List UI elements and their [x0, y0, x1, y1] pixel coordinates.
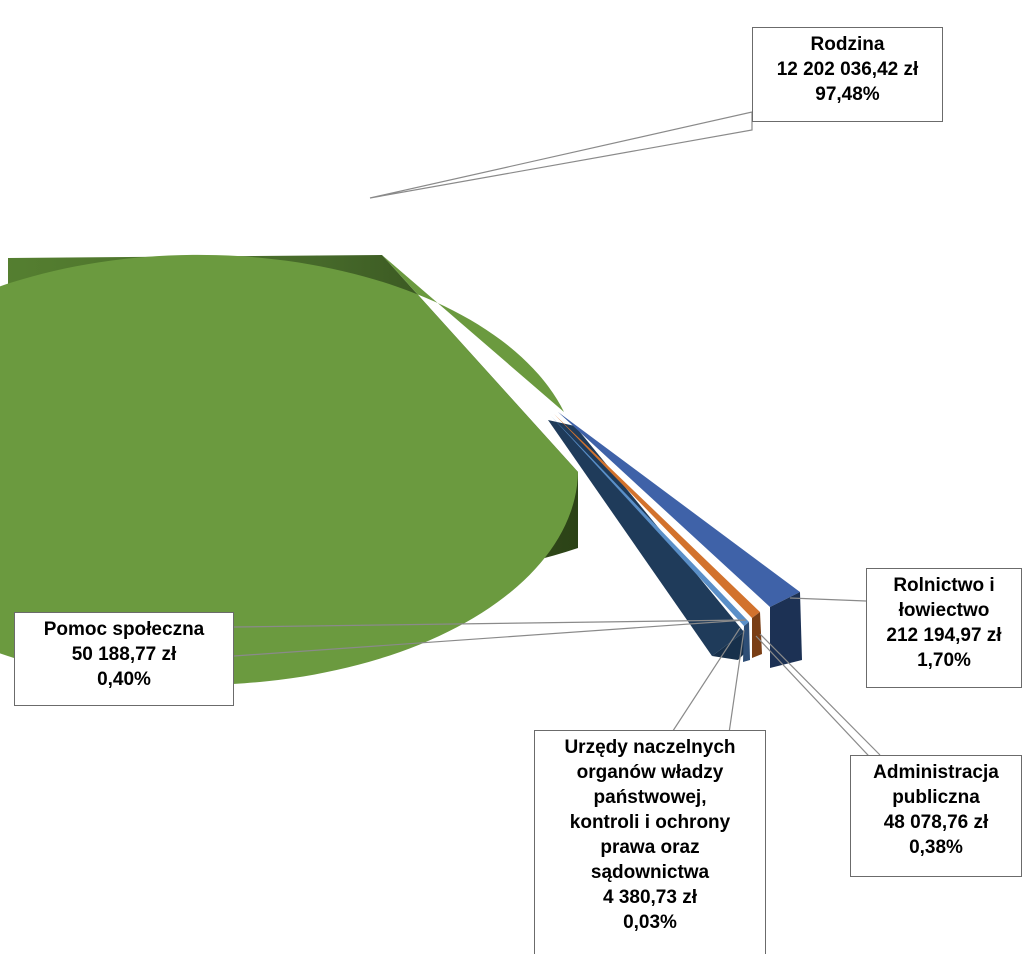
leader-administracja-2	[755, 635, 883, 771]
leader-urzedy	[666, 627, 741, 741]
slice-rodzina	[0, 254, 578, 685]
leader-administracja	[759, 633, 881, 756]
label-urzedy: Urzędy naczelnych organów władzy państwo…	[534, 730, 766, 954]
label-rodzina: Rodzina 12 202 036,42 zł 97,48%	[752, 27, 943, 122]
slice-rolnictwo	[558, 412, 802, 668]
label-rolnictwo: Rolnictwo i łowiectwo 212 194,97 zł 1,70…	[866, 568, 1022, 688]
label-administracja: Administracja publiczna 48 078,76 zł 0,3…	[850, 755, 1022, 877]
leader-rolnictwo	[789, 597, 867, 602]
label-pomoc-spoleczna: Pomoc społeczna 50 188,77 zł 0,40%	[14, 612, 234, 706]
slice-rodzina-top	[0, 254, 578, 685]
slice-administracja	[554, 414, 762, 658]
slice-urzedy	[551, 416, 750, 662]
leader-rodzina	[369, 111, 753, 199]
leader-pomoc	[233, 619, 747, 628]
leader-lines	[233, 111, 883, 771]
leader-urzedy-2	[727, 629, 745, 741]
leader-pomoc-lower	[233, 619, 747, 657]
slice-pomoc-spoleczna	[548, 420, 746, 660]
